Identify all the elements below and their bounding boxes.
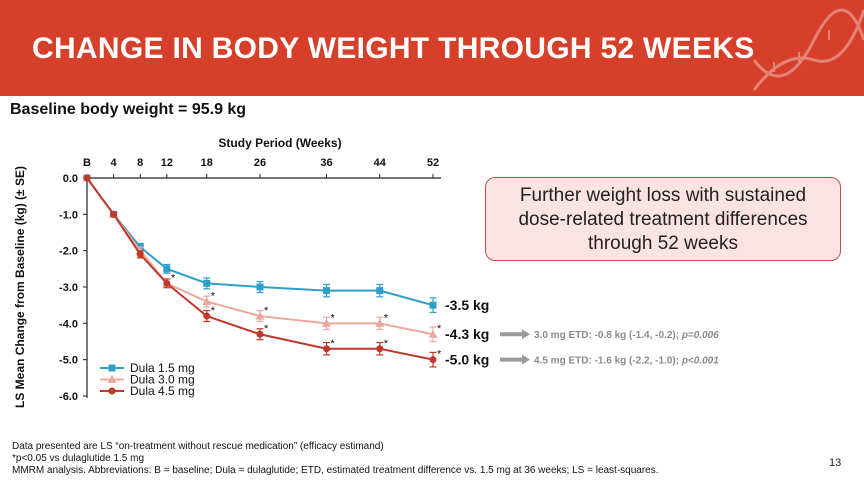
series-end-label: -5.0 kg — [445, 352, 489, 368]
data-point — [256, 330, 264, 338]
etd-text: 3.0 mg ETD: -0.8 kg (-1.4, -0.2); — [534, 330, 682, 341]
x-tick-label: 8 — [137, 157, 143, 169]
data-point — [376, 345, 384, 353]
data-point — [429, 356, 437, 364]
slide-title: CHANGE IN BODY WEIGHT THROUGH 52 WEEKS — [32, 32, 755, 65]
baseline-weight-text: Baseline body weight = 95.9 kg — [10, 101, 247, 118]
significance-star: * — [211, 305, 216, 317]
data-point — [163, 265, 171, 273]
x-tick-label: 44 — [374, 157, 387, 169]
legend-marker — [107, 375, 117, 383]
y-tick-label: -6.0 — [59, 391, 78, 403]
etd-arrow — [500, 354, 530, 365]
callout-line: through 52 weeks — [588, 233, 738, 254]
etd-p-value: p=0.006 — [681, 330, 719, 341]
significance-star: * — [171, 272, 176, 284]
x-tick-label: B — [83, 157, 91, 169]
data-point — [83, 174, 91, 182]
y-tick-label: -2.0 — [59, 246, 78, 258]
y-tick-label: -3.0 — [59, 282, 78, 294]
data-point — [255, 311, 265, 320]
significance-star: * — [331, 338, 336, 350]
legend-marker — [108, 364, 116, 372]
legend-label: Dula 1.5 mg — [130, 361, 195, 375]
x-tick-label: 26 — [254, 157, 266, 169]
y-tick-label: -4.0 — [59, 318, 78, 330]
etd-annotation: 4.5 mg ETD: -1.6 kg (-2.2, -1.0); p<0.00… — [534, 356, 719, 367]
significance-star: * — [384, 312, 389, 324]
data-point — [163, 279, 171, 287]
footnote: *p<0.05 vs dulaglutide 1.5 mg — [12, 453, 145, 464]
x-tick-label: 12 — [161, 157, 173, 169]
etd-annotation: 3.0 mg ETD: -0.8 kg (-1.4, -0.2); p=0.00… — [534, 330, 719, 341]
title-bar: CHANGE IN BODY WEIGHT THROUGH 52 WEEKS — [0, 0, 864, 96]
significance-star: * — [264, 305, 269, 317]
data-point — [136, 250, 144, 258]
data-point — [323, 345, 331, 353]
significance-star: * — [264, 323, 269, 335]
series-end-label: -4.3 kg — [445, 326, 489, 342]
data-point — [202, 297, 212, 306]
x-axis-title: Study Period (Weeks) — [218, 136, 341, 150]
legend-marker — [108, 387, 116, 395]
legend-label: Dula 4.5 mg — [130, 384, 195, 398]
data-point — [256, 283, 264, 291]
data-point — [375, 318, 385, 327]
footnotes: Data presented are LS “on-treatment with… — [12, 441, 659, 477]
data-point — [322, 318, 332, 327]
legend-label: Dula 3.0 mg — [130, 373, 195, 387]
data-point — [429, 301, 437, 309]
significance-star: * — [384, 338, 389, 350]
callout-line: Further weight loss with sustained — [519, 185, 807, 206]
page-number: 13 — [829, 457, 842, 469]
callout-line: dose-related treatment differences — [518, 209, 808, 230]
x-tick-label: 36 — [320, 157, 332, 169]
etd-arrow — [500, 329, 530, 340]
etd-text: 4.5 mg ETD: -1.6 kg (-2.2, -1.0); — [534, 356, 682, 367]
data-point — [323, 287, 331, 295]
x-tick-label: 18 — [201, 157, 213, 169]
x-tick-label: 4 — [111, 157, 118, 169]
y-tick-label: 0.0 — [63, 173, 78, 185]
footnote: MMRM analysis. Abbreviations: B = baseli… — [12, 465, 659, 476]
x-tick-label: 52 — [427, 157, 439, 169]
data-point — [428, 329, 438, 338]
y-tick-label: -1.0 — [59, 209, 78, 221]
callout-box: Further weight loss with sustained dose-… — [485, 177, 841, 261]
footnote: Data presented are LS “on-treatment with… — [12, 441, 384, 452]
significance-star: * — [437, 349, 442, 361]
etd-p-value: p<0.001 — [681, 356, 719, 367]
significance-star: * — [437, 323, 442, 335]
dna-helix-decoration — [752, 8, 864, 91]
weight-change-chart: Study Period (Weeks) B 4 8 12 18 26 36 44 52 0.0 -1… — [13, 136, 719, 408]
series-end-label: -3.5 kg — [445, 297, 489, 313]
y-tick-label: -5.0 — [59, 355, 78, 367]
data-point — [203, 279, 211, 287]
data-point — [110, 210, 118, 218]
data-point — [203, 312, 211, 320]
significance-star: * — [211, 291, 216, 303]
significance-star: * — [331, 312, 336, 324]
y-axis-title: LS Mean Change from Baseline (kg) (± SE) — [13, 166, 27, 408]
data-point — [376, 287, 384, 295]
